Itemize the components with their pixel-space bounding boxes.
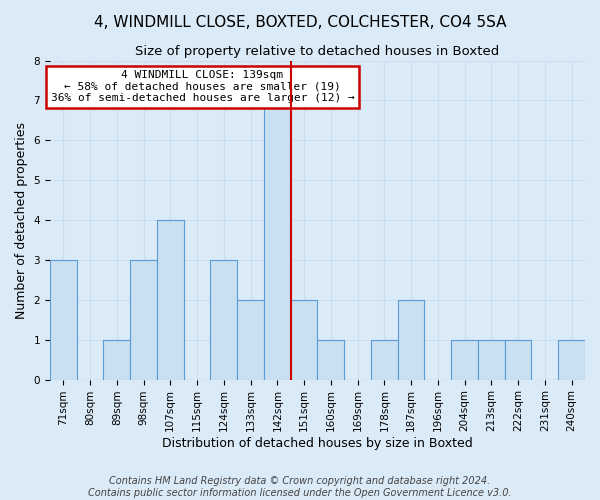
Bar (211, 260, 237, 380)
Bar (558, 340, 585, 380)
Text: 4 WINDMILL CLOSE: 139sqm
← 58% of detached houses are smaller (19)
36% of semi-d: 4 WINDMILL CLOSE: 139sqm ← 58% of detach… (50, 70, 354, 103)
Text: Contains HM Land Registry data © Crown copyright and database right 2024.
Contai: Contains HM Land Registry data © Crown c… (88, 476, 512, 498)
Bar (371, 340, 398, 380)
Bar (478, 340, 505, 380)
Y-axis label: Number of detached properties: Number of detached properties (15, 122, 28, 318)
Bar (157, 220, 184, 380)
Text: 4, WINDMILL CLOSE, BOXTED, COLCHESTER, CO4 5SA: 4, WINDMILL CLOSE, BOXTED, COLCHESTER, C… (94, 15, 506, 30)
Bar (398, 300, 424, 380)
Bar (130, 260, 157, 380)
Bar (103, 340, 130, 380)
X-axis label: Distribution of detached houses by size in Boxted: Distribution of detached houses by size … (162, 437, 473, 450)
Bar (237, 300, 264, 380)
Bar (505, 340, 532, 380)
Title: Size of property relative to detached houses in Boxted: Size of property relative to detached ho… (136, 45, 500, 58)
Bar (451, 340, 478, 380)
Bar (264, 100, 290, 380)
Bar (290, 300, 317, 380)
Bar (317, 340, 344, 380)
Bar (50, 260, 77, 380)
